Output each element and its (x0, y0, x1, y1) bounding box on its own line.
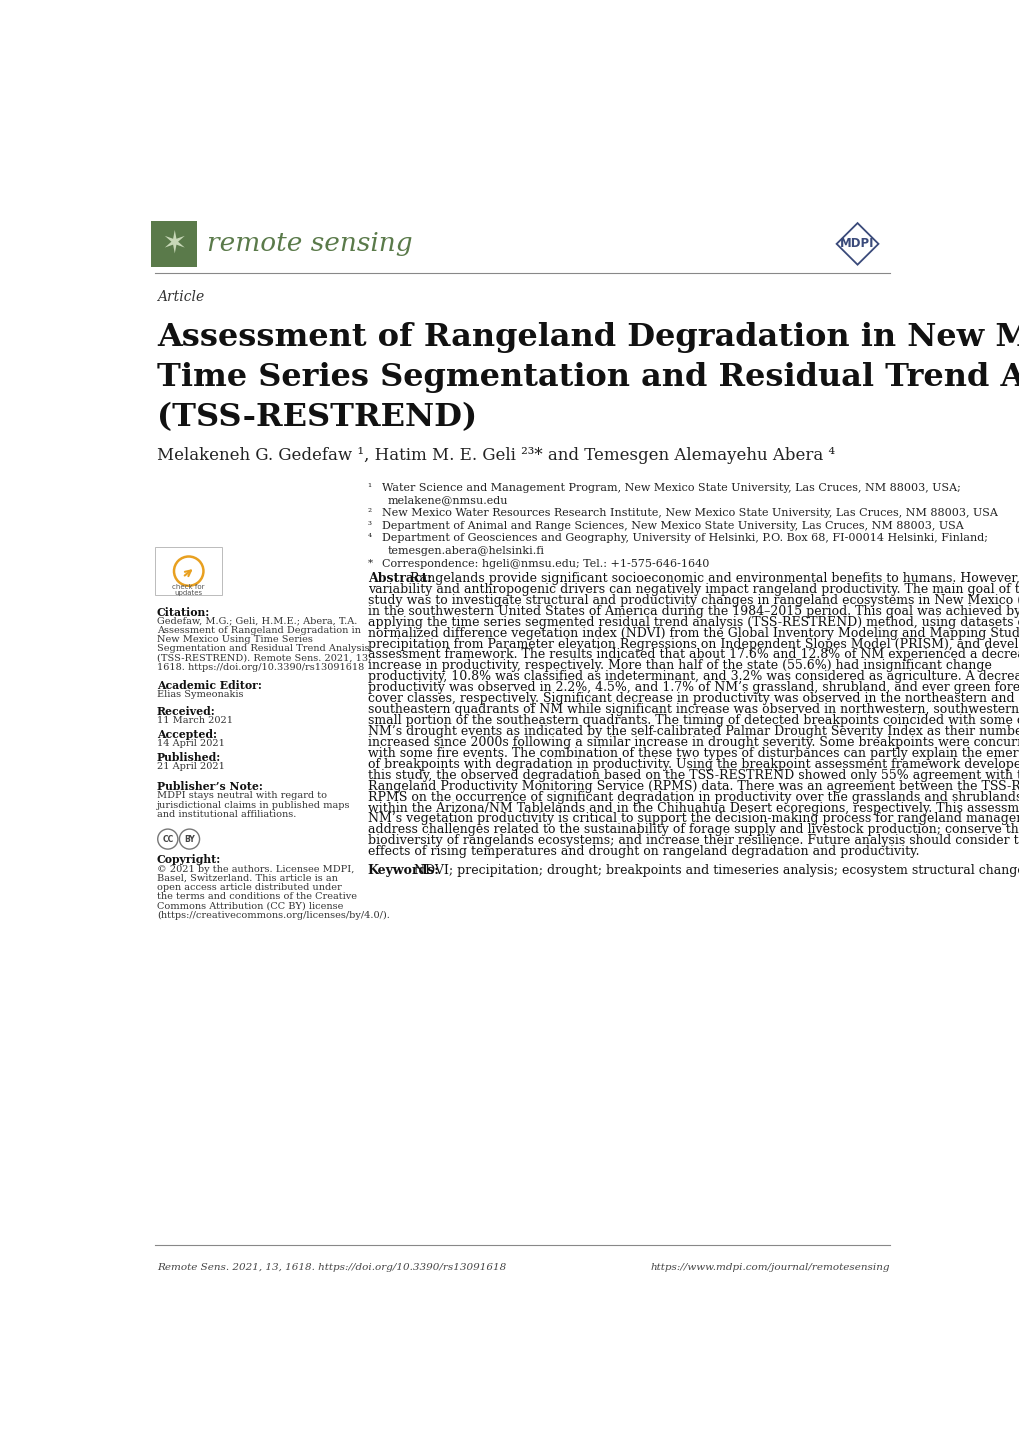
Circle shape (179, 829, 200, 849)
Text: Gedefaw, M.G.; Geli, H.M.E.; Abera, T.A.: Gedefaw, M.G.; Geli, H.M.E.; Abera, T.A. (157, 617, 357, 626)
Text: Assessment of Rangeland Degradation in: Assessment of Rangeland Degradation in (157, 626, 361, 634)
Text: biodiversity of rangelands ecosystems; and increase their resilience. Future ana: biodiversity of rangelands ecosystems; a… (368, 835, 1019, 848)
Text: precipitation from Parameter elevation Regressions on Independent Slopes Model (: precipitation from Parameter elevation R… (368, 637, 1019, 650)
Text: 14 April 2021: 14 April 2021 (157, 738, 224, 748)
Text: Copyright:: Copyright: (157, 855, 221, 865)
Text: ²: ² (368, 508, 372, 518)
Text: CC: CC (162, 835, 173, 844)
Text: Department of Geosciences and Geography, University of Helsinki, P.O. Box 68, FI: Department of Geosciences and Geography,… (381, 534, 986, 544)
Text: Accepted:: Accepted: (157, 730, 217, 740)
Text: Keywords:: Keywords: (368, 864, 439, 877)
Text: 21 April 2021: 21 April 2021 (157, 761, 224, 771)
Text: Received:: Received: (157, 707, 215, 717)
Text: applying the time series segmented residual trend analysis (TSS-RESTREND) method: applying the time series segmented resid… (368, 616, 1019, 629)
Text: increase in productivity, respectively. More than half of the state (55.6%) had : increase in productivity, respectively. … (368, 659, 990, 672)
Text: variability and anthropogenic drivers can negatively impact rangeland productivi: variability and anthropogenic drivers ca… (368, 583, 1019, 596)
Text: Academic Editor:: Academic Editor: (157, 679, 262, 691)
Text: address challenges related to the sustainability of forage supply and livestock : address challenges related to the sustai… (368, 823, 1019, 836)
Text: Rangeland Productivity Monitoring Service (RPMS) data. There was an agreement be: Rangeland Productivity Monitoring Servic… (368, 780, 1019, 793)
Text: (TSS-RESTREND): (TSS-RESTREND) (157, 402, 477, 433)
Text: Assessment of Rangeland Degradation in New Mexico Using: Assessment of Rangeland Degradation in N… (157, 322, 1019, 353)
Text: Citation:: Citation: (157, 607, 210, 617)
Text: increased since 2000s following a similar increase in drought severity. Some bre: increased since 2000s following a simila… (368, 735, 1019, 748)
Text: with some fire events. The combination of these two types of disturbances can pa: with some fire events. The combination o… (368, 747, 1019, 760)
Text: assessment framework. The results indicated that about 17.6% and 12.8% of NM exp: assessment framework. The results indica… (368, 649, 1019, 662)
Text: Remote Sens. 2021, 13, 1618. https://doi.org/10.3390/rs13091618: Remote Sens. 2021, 13, 1618. https://doi… (157, 1263, 505, 1272)
Text: remote sensing: remote sensing (206, 231, 412, 257)
Text: this study, the observed degradation based on the TSS-RESTREND showed only 55% a: this study, the observed degradation bas… (368, 769, 1019, 782)
Text: (https://creativecommons.org/licenses/by/4.0/).: (https://creativecommons.org/licenses/by… (157, 911, 389, 920)
Text: within the Arizona/NM Tablelands and in the Chihuahua Desert ecoregions, respect: within the Arizona/NM Tablelands and in … (368, 802, 1019, 815)
Text: ⁴: ⁴ (368, 534, 372, 542)
Text: melakene@nmsu.edu: melakene@nmsu.edu (387, 495, 507, 505)
Text: study was to investigate structural and productivity changes in rangeland ecosys: study was to investigate structural and … (368, 594, 1019, 607)
Text: MDPI stays neutral with regard to: MDPI stays neutral with regard to (157, 792, 327, 800)
Text: ✶: ✶ (161, 229, 186, 258)
Text: Department of Animal and Range Sciences, New Mexico State University, Las Cruces: Department of Animal and Range Sciences,… (381, 521, 963, 531)
Text: https://www.mdpi.com/journal/remotesensing: https://www.mdpi.com/journal/remotesensi… (650, 1263, 890, 1272)
Text: *: * (368, 559, 373, 568)
Text: © 2021 by the authors. Licensee MDPI,: © 2021 by the authors. Licensee MDPI, (157, 865, 354, 874)
FancyBboxPatch shape (151, 221, 197, 267)
Text: MDPI: MDPI (840, 238, 874, 251)
Text: Article: Article (157, 290, 204, 304)
Text: productivity, 10.8% was classified as indeterminant, and 3.2% was considered as : productivity, 10.8% was classified as in… (368, 671, 1019, 684)
Text: NDVI; precipitation; drought; breakpoints and timeseries analysis; ecosystem str: NDVI; precipitation; drought; breakpoint… (414, 864, 1019, 877)
Text: Basel, Switzerland. This article is an: Basel, Switzerland. This article is an (157, 874, 337, 883)
Text: the terms and conditions of the Creative: the terms and conditions of the Creative (157, 893, 357, 901)
Text: temesgen.abera@helsinki.fi: temesgen.abera@helsinki.fi (387, 547, 544, 557)
Text: southeastern quadrants of NM while significant increase was observed in northwes: southeastern quadrants of NM while signi… (368, 704, 1019, 717)
Text: of breakpoints with degradation in productivity. Using the breakpoint assessment: of breakpoints with degradation in produ… (368, 758, 1019, 771)
Text: Time Series Segmentation and Residual Trend Analysis: Time Series Segmentation and Residual Tr… (157, 362, 1019, 392)
Text: New Mexico Using Time Series: New Mexico Using Time Series (157, 634, 313, 645)
Text: Water Science and Management Program, New Mexico State University, Las Cruces, N: Water Science and Management Program, Ne… (381, 483, 960, 493)
Text: Published:: Published: (157, 753, 221, 763)
Text: 11 March 2021: 11 March 2021 (157, 715, 232, 725)
Circle shape (158, 829, 177, 849)
Text: jurisdictional claims in published maps: jurisdictional claims in published maps (157, 800, 351, 809)
Text: NM’s vegetation productivity is critical to support the decision-making process : NM’s vegetation productivity is critical… (368, 812, 1019, 825)
Text: productivity was observed in 2.2%, 4.5%, and 1.7% of NM’s grassland, shrubland, : productivity was observed in 2.2%, 4.5%,… (368, 681, 1019, 694)
Text: cover classes, respectively. Significant decrease in productivity was observed i: cover classes, respectively. Significant… (368, 692, 1013, 705)
Text: Commons Attribution (CC BY) license: Commons Attribution (CC BY) license (157, 901, 343, 910)
Text: Segmentation and Residual Trend Analysis: Segmentation and Residual Trend Analysis (157, 645, 369, 653)
Text: normalized difference vegetation index (NDVI) from the Global Inventory Modeling: normalized difference vegetation index (… (368, 627, 1019, 640)
Text: ³: ³ (368, 521, 371, 529)
Text: RPMS on the occurrence of significant degradation in productivity over the grass: RPMS on the occurrence of significant de… (368, 790, 1019, 803)
Text: 1618. https://doi.org/10.3390/rs13091618: 1618. https://doi.org/10.3390/rs13091618 (157, 663, 364, 672)
Text: updates: updates (174, 590, 203, 596)
Text: New Mexico Water Resources Research Institute, New Mexico State University, Las : New Mexico Water Resources Research Inst… (381, 508, 997, 518)
Text: open access article distributed under: open access article distributed under (157, 883, 341, 893)
Text: NM’s drought events as indicated by the self-calibrated Palmar Drought Severity : NM’s drought events as indicated by the … (368, 725, 1019, 738)
Text: Elias Symeonakis: Elias Symeonakis (157, 689, 244, 699)
Text: (TSS-RESTREND). Remote Sens. 2021, 13,: (TSS-RESTREND). Remote Sens. 2021, 13, (157, 653, 371, 662)
Text: Publisher’s Note:: Publisher’s Note: (157, 782, 263, 792)
FancyBboxPatch shape (155, 548, 222, 596)
Text: small portion of the southeastern quadrants. The timing of detected breakpoints : small portion of the southeastern quadra… (368, 714, 1019, 727)
Text: Correspondence: hgeli@nmsu.edu; Tel.: +1-575-646-1640: Correspondence: hgeli@nmsu.edu; Tel.: +1… (381, 559, 708, 568)
Text: Rangelands provide significant socioeconomic and environmental benefits to human: Rangelands provide significant socioecon… (410, 572, 1019, 585)
Text: Melakeneh G. Gedefaw ¹, Hatim M. E. Geli ²³* and Temesgen Alemayehu Abera ⁴: Melakeneh G. Gedefaw ¹, Hatim M. E. Geli… (157, 447, 835, 464)
Text: BY: BY (184, 835, 195, 844)
Text: ¹: ¹ (368, 483, 372, 492)
Text: effects of rising temperatures and drought on rangeland degradation and producti: effects of rising temperatures and droug… (368, 845, 918, 858)
Text: and institutional affiliations.: and institutional affiliations. (157, 810, 297, 819)
Text: Abstract:: Abstract: (368, 572, 431, 585)
Text: in the southwestern United States of America during the 1984–2015 period. This g: in the southwestern United States of Ame… (368, 604, 1019, 617)
Text: check for: check for (172, 584, 205, 590)
